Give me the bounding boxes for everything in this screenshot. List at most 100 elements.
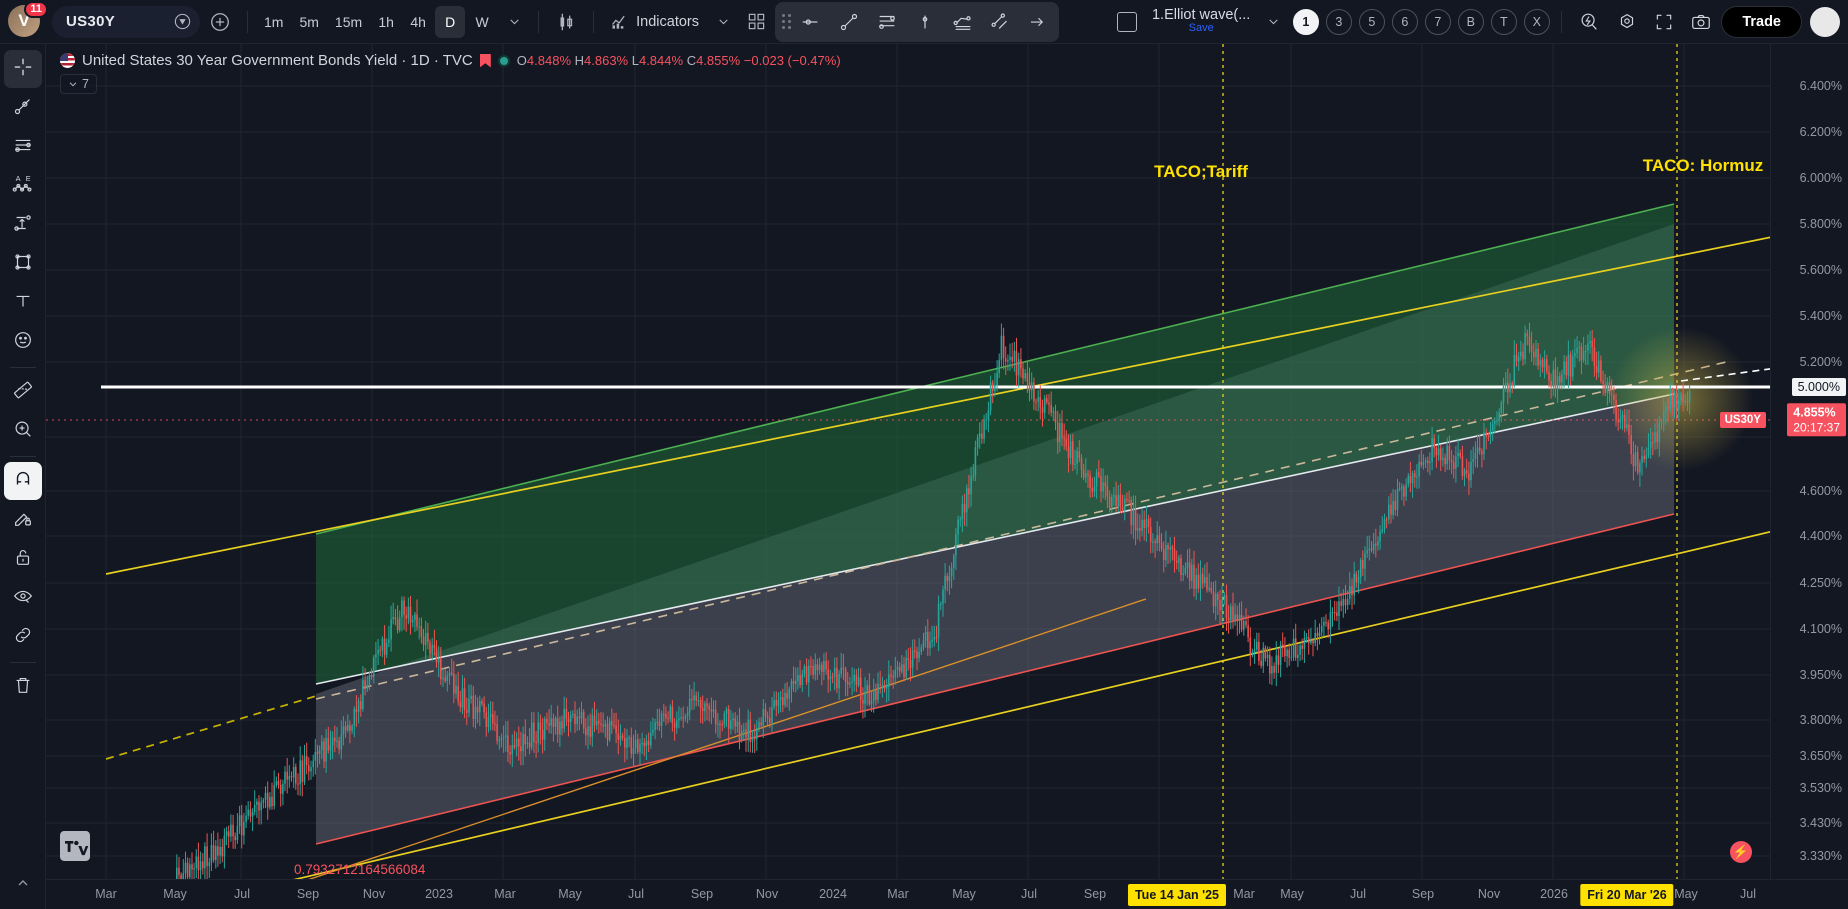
layout-chevron-icon[interactable] <box>1258 6 1288 38</box>
chart-title[interactable]: United States 30 Year Government Bonds Y… <box>82 52 473 69</box>
sidebar-expand-button[interactable] <box>4 866 42 904</box>
us-flag-icon <box>60 53 75 68</box>
sidebar-item-elliott-wave[interactable]: A E <box>4 167 42 205</box>
interval-1m[interactable]: 1m <box>264 13 284 30</box>
last-price-value: 4.855% <box>1793 405 1836 420</box>
layout-button-b[interactable]: B <box>1457 8 1484 35</box>
trade-button[interactable]: Trade <box>1721 5 1802 38</box>
time-tick: Jul <box>234 887 250 901</box>
time-tick-highlighted-mar26[interactable]: Fri 20 Mar '26 <box>1580 884 1674 906</box>
price-tick: 4.400% <box>1799 529 1842 543</box>
time-tick: Nov <box>362 887 386 901</box>
sidebar-item-trash[interactable] <box>4 668 42 706</box>
yellow-lower-trendline <box>293 531 1770 879</box>
sidebar-item-measure-arrow[interactable] <box>4 206 42 244</box>
trash-icon <box>12 674 34 701</box>
annotation-taco-hormuz[interactable]: TACO: Hormuz <box>1642 156 1764 175</box>
interval-dropdown-chevron-icon[interactable] <box>499 6 529 38</box>
price-axis[interactable]: 6.400% 6.200% 6.000% 5.800% 5.600% 5.400… <box>1719 44 1848 896</box>
sidebar-item-cross-cursor[interactable] <box>3 50 42 88</box>
tradingview-logo-icon[interactable] <box>60 831 90 861</box>
last-price-tag[interactable]: 4.855% 20:17:37 <box>1787 403 1846 437</box>
sidebar-item-rectangle[interactable] <box>4 245 42 283</box>
replay-search-icon[interactable] <box>1571 6 1607 38</box>
alert-lightning-icon[interactable]: ⚡ <box>1730 841 1752 863</box>
long-position-icon[interactable] <box>907 6 943 38</box>
interval-4h[interactable]: 4h <box>410 13 426 30</box>
horizontal-line-price-tag[interactable]: 5.000% <box>1791 378 1846 396</box>
parallel-channel-icon[interactable] <box>983 6 1019 38</box>
layout-button-x[interactable]: X <box>1523 8 1550 35</box>
sidebar-item-pencil-lock[interactable] <box>4 501 42 539</box>
ohlc-c-label: C <box>686 53 697 68</box>
layout-button-3[interactable]: 3 <box>1325 8 1352 35</box>
time-tick: 2026 <box>1540 887 1568 901</box>
ohlc-values: O4.848% H4.863% L4.844% C4.855% −0.023 (… <box>517 53 841 68</box>
sidebar-item-trend-line[interactable] <box>4 89 42 127</box>
more-tools-arrow-icon[interactable] <box>1021 6 1053 38</box>
horizontal-ray-icon[interactable] <box>793 6 829 38</box>
layout-button-6[interactable]: 6 <box>1391 8 1418 35</box>
annotation-taco-tariff[interactable]: TACO;Tariff <box>1154 162 1248 181</box>
time-axis[interactable]: Mar May Jul Sep Nov 2023 Mar May Jul Sep… <box>46 879 1848 909</box>
sidebar-item-link[interactable] <box>4 618 42 656</box>
time-tick: Nov <box>755 887 779 901</box>
fib-retracement-icon[interactable] <box>869 6 905 38</box>
chart-layout-title[interactable]: 1.Elliot wave(... Save <box>1152 8 1250 35</box>
sidebar-item-ruler[interactable] <box>4 373 42 411</box>
interval-1h[interactable]: 1h <box>378 13 394 30</box>
sidebar-item-magnet[interactable] <box>3 462 42 500</box>
snapshot-camera-icon[interactable] <box>1683 6 1719 38</box>
add-symbol-button[interactable] <box>202 6 238 38</box>
ohlc-h-label: H <box>574 53 585 68</box>
indicators-chevron-icon[interactable] <box>708 6 738 38</box>
sidebar-divider-3 <box>9 662 36 663</box>
layout-button-t[interactable]: T <box>1490 8 1517 35</box>
sidebar-item-zoom-in[interactable] <box>4 412 42 450</box>
interval-15m[interactable]: 15m <box>334 13 363 30</box>
account-avatar[interactable] <box>1810 6 1840 37</box>
vertical-gridlines <box>105 44 1685 879</box>
indicator-count-badge[interactable]: 7 <box>60 74 97 94</box>
lock-icon <box>12 546 34 573</box>
symbol-search[interactable]: US30Y <box>52 5 200 38</box>
time-tick: May <box>952 887 976 901</box>
time-tick: May <box>558 887 582 901</box>
sidebar-item-lock[interactable] <box>4 540 42 578</box>
user-avatar[interactable]: V 11 <box>8 0 48 39</box>
layout-select-checkbox[interactable] <box>1110 6 1144 38</box>
time-tick: 2023 <box>425 887 453 901</box>
price-tick: 6.200% <box>1799 125 1842 139</box>
notification-badge[interactable]: 11 <box>24 0 48 18</box>
symbol-price-tag: US30Y <box>1719 412 1766 428</box>
candlestick-chart-type-icon[interactable] <box>548 6 584 38</box>
sidebar-item-eye-hide[interactable] <box>4 579 42 617</box>
interval-5m[interactable]: 5m <box>299 13 319 30</box>
time-tick: Sep <box>1083 887 1107 901</box>
trend-line-icon[interactable] <box>831 6 867 38</box>
trend-line-icon <box>12 95 34 122</box>
interval-1d[interactable]: D <box>435 5 466 38</box>
layout-button-7[interactable]: 7 <box>1424 8 1451 35</box>
settings-gear-icon[interactable] <box>1609 6 1645 38</box>
save-layout-link[interactable]: Save <box>1188 22 1214 35</box>
interval-1w[interactable]: W <box>475 13 489 30</box>
ohlc-c-value: 4.855% <box>696 53 741 68</box>
chart-canvas-area[interactable]: United States 30 Year Government Bonds Y… <box>46 44 1848 909</box>
layout-button-1[interactable]: 1 <box>1292 8 1319 35</box>
elliott-wave-icon[interactable] <box>945 6 981 38</box>
indicators-button[interactable]: Indicators <box>603 6 706 38</box>
time-tick-highlighted-jan25[interactable]: Tue 14 Jan '25 <box>1127 884 1227 906</box>
checkbox-icon <box>1116 11 1137 32</box>
fullscreen-icon[interactable] <box>1647 6 1681 38</box>
flag-marker-icon[interactable] <box>479 53 491 68</box>
annotation-fib-value[interactable]: 0.7932712164566084 <box>294 862 426 877</box>
drag-grip-icon[interactable] <box>781 11 791 33</box>
price-tick: 3.650% <box>1799 749 1842 763</box>
layout-button-5[interactable]: 5 <box>1358 8 1385 35</box>
layout-name: 1.Elliot wave(... <box>1151 8 1251 24</box>
sidebar-item-emoji[interactable] <box>4 323 42 361</box>
sidebar-item-text[interactable] <box>4 284 42 322</box>
layout-grid-icon[interactable] <box>740 6 773 38</box>
sidebar-item-horizontal-lines[interactable] <box>4 128 42 166</box>
